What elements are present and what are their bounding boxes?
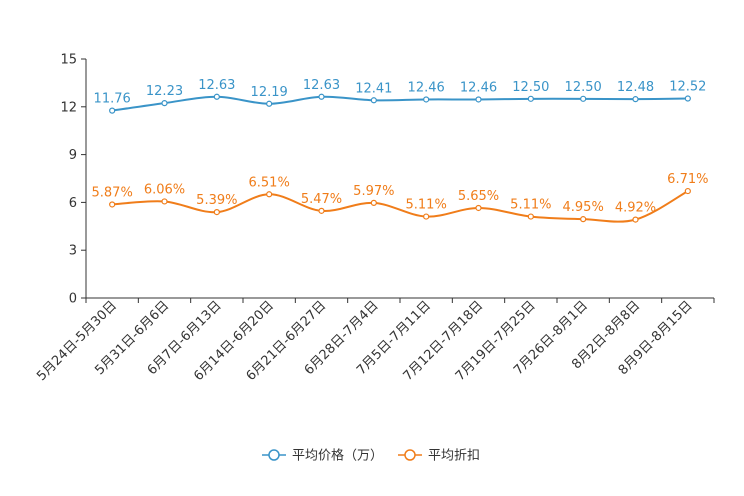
data-label: 6.06% [144, 182, 185, 197]
data-label: 5.97% [353, 184, 394, 199]
data-point [527, 95, 534, 102]
data-label: 12.63 [198, 78, 235, 93]
series-1: 11.76 12.23 12.63 12.19 12.63 12.41 12.46 12.46… [94, 78, 706, 114]
data-label: 12.46 [408, 80, 445, 95]
data-label: 4.95% [563, 200, 604, 215]
data-point [109, 201, 116, 208]
series-line [112, 190, 689, 223]
data-point [213, 209, 220, 216]
legend-item-1: 平均价格（万） [262, 448, 383, 464]
data-point [370, 97, 377, 104]
legend-item-2: 平均折扣 [398, 449, 480, 464]
data-label: 12.41 [355, 81, 392, 96]
data-point [370, 199, 377, 206]
data-label: 12.52 [669, 80, 706, 95]
data-label: 11.76 [94, 92, 131, 107]
y-tick-label: 6 [69, 196, 77, 211]
data-label: 5.65% [458, 189, 499, 204]
data-point [423, 213, 430, 220]
data-point [318, 93, 325, 100]
data-point [423, 96, 430, 103]
data-point [475, 96, 482, 103]
data-label: 6.51% [249, 175, 290, 190]
series-layer: 11.76 12.23 12.63 12.19 12.63 12.41 12.46 12.46… [92, 78, 708, 223]
data-point [161, 198, 168, 205]
y-tick-label: 9 [69, 148, 77, 163]
y-tick-label: 15 [60, 53, 77, 68]
data-label: 5.11% [406, 198, 447, 213]
legend-marker-icon [404, 449, 416, 461]
data-point [475, 204, 482, 212]
data-label: 12.50 [565, 80, 602, 95]
data-point [266, 191, 273, 198]
y-tick-label: 3 [69, 244, 77, 259]
data-label: 12.48 [617, 80, 654, 95]
data-point [580, 216, 587, 223]
legend-marker-icon [268, 449, 280, 461]
data-point [318, 207, 325, 214]
series-2: 5.87% 6.06% 5.39% 6.51% 5.47% 5.97% 5.11% 5.65%… [92, 172, 708, 223]
data-label: 5.39% [196, 193, 237, 208]
y-tick-label: 0 [69, 292, 77, 307]
data-point [580, 95, 587, 102]
data-point [213, 93, 220, 100]
legend-label: 平均折扣 [428, 449, 480, 464]
data-label: 12.23 [146, 84, 183, 99]
data-point [632, 216, 639, 223]
data-label: 12.19 [251, 85, 288, 100]
data-label: 5.87% [92, 185, 133, 200]
data-point [266, 100, 273, 107]
series-line [112, 95, 688, 112]
data-label: 12.46 [460, 80, 497, 95]
data-label: 4.92% [615, 201, 656, 216]
data-point [527, 213, 534, 220]
data-point [684, 187, 691, 195]
data-label: 6.71% [667, 172, 708, 187]
data-label: 5.47% [301, 192, 342, 207]
data-point [684, 95, 691, 102]
legend-label: 平均价格（万） [292, 448, 383, 464]
legend: 平均价格（万） 平均折扣 [262, 448, 480, 464]
data-point [109, 107, 116, 114]
data-point [632, 96, 639, 103]
data-label: 12.63 [303, 78, 340, 93]
data-label: 12.50 [512, 80, 549, 95]
data-point [161, 100, 168, 107]
data-label: 5.11% [510, 198, 551, 213]
y-tick-label: 12 [60, 100, 77, 115]
